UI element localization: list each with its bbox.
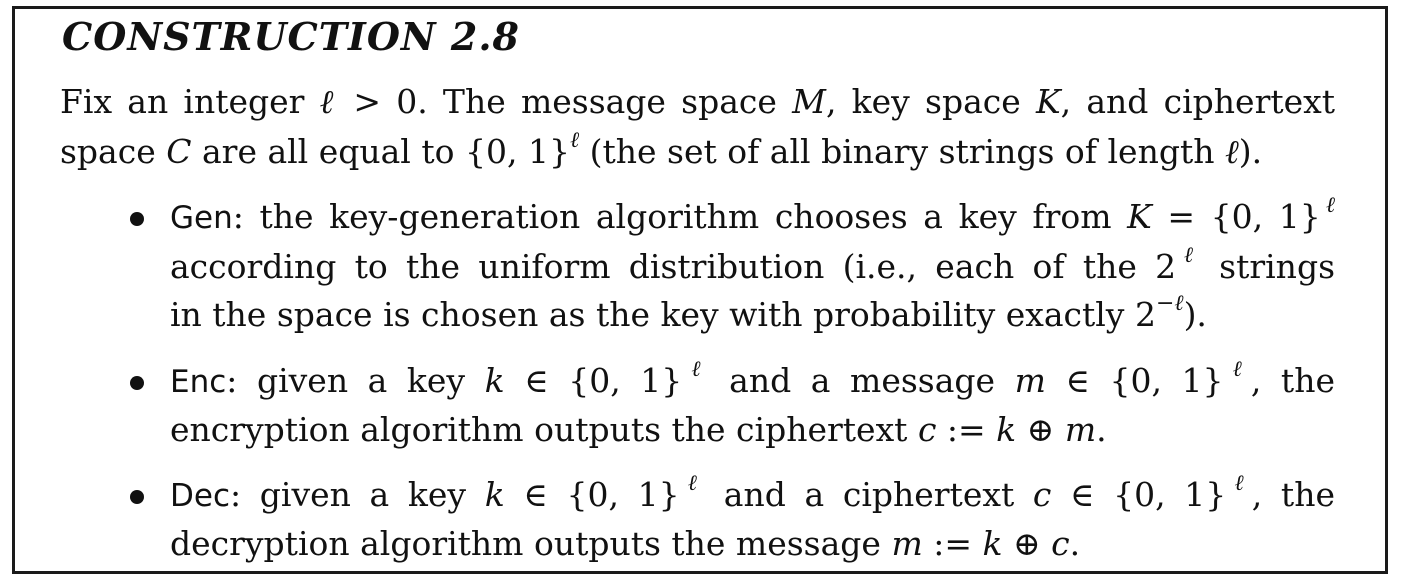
key-space-symbol: K	[1036, 82, 1061, 121]
superscript: ℓ	[1320, 193, 1335, 218]
message-space-symbol: M	[792, 82, 826, 121]
text: = {0, 1}	[1151, 197, 1321, 236]
xor-operator: ⊕	[1016, 410, 1065, 449]
intro-line-2: space C are all equal to {0, 1}ℓ (the se…	[60, 130, 1335, 172]
text: , and ciphertext	[1060, 82, 1336, 121]
text: , key space	[825, 82, 1036, 121]
ell-symbol: ℓ	[319, 82, 339, 121]
construction-title: CONSTRUCTION 2.8	[62, 14, 520, 59]
superscript: ℓ	[1226, 471, 1252, 496]
ciphertext-variable: c	[1032, 475, 1052, 514]
construction-box	[12, 6, 1388, 574]
text: : the key-generation algorithm chooses a…	[232, 197, 1128, 236]
gen-algorithm-name: Gen	[170, 200, 233, 236]
ciphertext-variable: c	[917, 410, 937, 449]
text: encryption algorithm outputs the ciphert…	[170, 410, 918, 449]
text: , the	[1250, 361, 1335, 400]
bullet-icon	[130, 376, 144, 390]
gen-line-1: Gen: the key-generation algorithm choose…	[170, 195, 1335, 238]
gen-line-2: according to the uniform distribution (i…	[170, 245, 1335, 287]
intro-line-1: Fix an integer ℓ > 0. The message space …	[60, 82, 1335, 122]
text: .	[1096, 410, 1107, 449]
ell-symbol: ℓ	[1224, 132, 1239, 171]
enc-line-1: Enc: given a key k ∈ {0, 1}ℓ and a messa…	[170, 359, 1335, 402]
bullet-icon	[130, 212, 144, 226]
text: ∈ {0, 1}	[504, 475, 680, 514]
text: decryption algorithm outputs the message	[170, 524, 892, 563]
superscript: ℓ	[682, 357, 710, 382]
text: in the space is chosen as the key with p…	[170, 295, 1156, 334]
superscript: −ℓ	[1155, 291, 1184, 316]
superscript: ℓ	[1176, 243, 1201, 268]
text: ).	[1183, 295, 1207, 334]
enc-line-2: encryption algorithm outputs the ciphert…	[170, 410, 1335, 450]
text: .	[1069, 524, 1081, 563]
key-space-symbol: K	[1127, 197, 1152, 236]
text: (the set of all binary strings of length	[579, 132, 1225, 171]
message-variable: m	[891, 524, 923, 563]
text: and a message	[709, 361, 1015, 400]
text: > 0. The message space	[338, 82, 793, 121]
text: ∈ {0, 1}	[1051, 475, 1227, 514]
superscript: ℓ	[569, 128, 580, 153]
dec-line-1: Dec: given a key k ∈ {0, 1}ℓ and a ciphe…	[170, 473, 1335, 516]
text: Fix an integer	[60, 82, 320, 121]
ciphertext-variable: c	[1051, 524, 1070, 563]
text: according to the uniform distribution (i…	[170, 247, 1177, 286]
text: ).	[1238, 132, 1263, 171]
superscript: ℓ	[1223, 357, 1251, 382]
dec-line-2: decryption algorithm outputs the message…	[170, 524, 1335, 564]
text: ∈ {0, 1}	[504, 361, 683, 400]
text: , the	[1251, 475, 1335, 514]
text: strings	[1200, 247, 1335, 286]
message-variable: m	[1064, 410, 1097, 449]
key-variable: k	[996, 410, 1017, 449]
xor-operator: ⊕	[1002, 524, 1052, 563]
text: : given a key	[226, 361, 485, 400]
bullet-icon	[130, 490, 144, 504]
text: are all equal to {0, 1}	[191, 132, 570, 171]
text: :=	[922, 524, 983, 563]
text: space	[60, 132, 167, 171]
text: : given a key	[230, 475, 485, 514]
superscript: ℓ	[679, 471, 706, 496]
gen-line-3: in the space is chosen as the key with p…	[170, 293, 1335, 335]
text: :=	[936, 410, 997, 449]
ciphertext-space-symbol: C	[166, 132, 192, 171]
key-variable: k	[484, 475, 505, 514]
key-variable: k	[982, 524, 1003, 563]
enc-algorithm-name: Enc	[170, 364, 227, 400]
text: and a ciphertext	[705, 475, 1033, 514]
message-variable: m	[1014, 361, 1046, 400]
key-variable: k	[484, 361, 505, 400]
dec-algorithm-name: Dec	[170, 478, 230, 514]
text: ∈ {0, 1}	[1045, 361, 1224, 400]
